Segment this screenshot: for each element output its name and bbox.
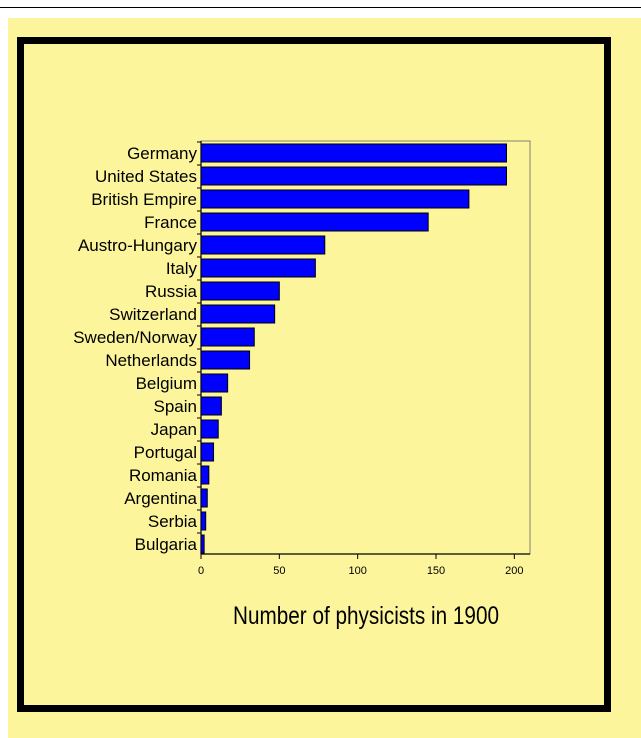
bar-argentina	[200, 488, 208, 508]
category-label: Austro-Hungary	[78, 236, 198, 255]
bar-italy	[200, 258, 316, 278]
category-label: Netherlands	[105, 351, 197, 370]
category-label: Argentina	[124, 489, 197, 508]
category-label: Italy	[166, 259, 198, 278]
category-label: France	[144, 213, 197, 232]
bar-sweden-norway	[200, 327, 255, 347]
bar-belgium	[200, 373, 229, 393]
category-label: Japan	[151, 420, 197, 439]
category-label: Belgium	[136, 374, 197, 393]
category-label: Spain	[154, 397, 197, 416]
bar-romania	[200, 465, 210, 485]
x-tick-label: 100	[348, 565, 366, 577]
bar-switzerland	[200, 304, 276, 324]
bar-british-empire	[200, 189, 470, 209]
category-label: Bulgaria	[135, 535, 198, 554]
category-label: Sweden/Norway	[73, 328, 197, 347]
bar-germany	[200, 143, 507, 163]
x-tick-label: 200	[505, 565, 523, 577]
bar-france	[200, 212, 429, 232]
x-tick-label: 0	[198, 565, 204, 577]
x-tick-label: 50	[273, 565, 285, 577]
bar-portugal	[200, 442, 215, 462]
category-label: British Empire	[91, 190, 197, 209]
category-label: Russia	[145, 282, 198, 301]
bar-japan	[200, 419, 219, 439]
category-label: Switzerland	[109, 305, 197, 324]
bar-united-states	[200, 166, 507, 186]
top-rule	[0, 7, 641, 8]
bar-netherlands	[200, 350, 251, 370]
x-tick-label: 150	[427, 565, 445, 577]
bar-austro-hungary	[200, 235, 326, 255]
category-label: Portugal	[134, 443, 197, 462]
category-label: United States	[95, 167, 197, 186]
bar-russia	[200, 281, 280, 301]
bar-spain	[200, 396, 222, 416]
bar-serbia	[200, 511, 207, 531]
category-label: Romania	[129, 466, 198, 485]
category-label: Germany	[127, 144, 197, 163]
x-axis-title: Number of physicists in 1900	[233, 602, 499, 630]
category-label: Serbia	[148, 512, 198, 531]
bar-bulgaria	[200, 534, 205, 554]
